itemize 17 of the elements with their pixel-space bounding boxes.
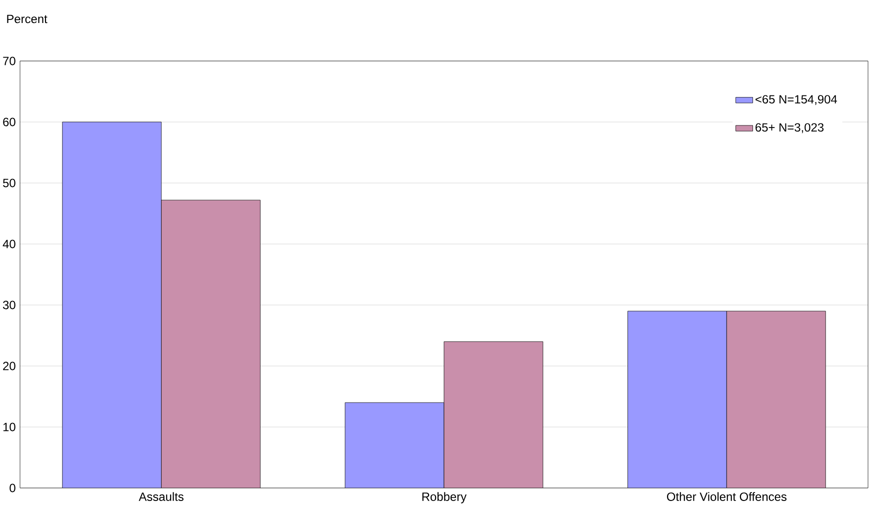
y-tick-label: 0 [10,484,16,492]
y-tick-label: 70 [3,56,16,66]
y-axis-title: Percent [7,14,48,24]
y-tick-label: 60 [3,118,16,126]
y-tick-label: 20 [3,362,16,370]
x-tick-label: Robbery [422,492,467,504]
y-tick-label: 30 [2,300,16,310]
bar [161,200,260,488]
legend-label: 65+ N=3,023 [756,123,824,134]
x-tick-label: Assaults [138,492,184,501]
y-tick-label: 10 [3,422,16,432]
x-tick-label: Other Violent Offences [666,492,786,501]
bar [444,341,544,488]
bar [726,310,826,488]
y-tick-label: 40 [2,240,16,248]
legend-label: <65 N=154,904 [756,95,838,105]
y-tick-label: 50 [3,178,16,188]
